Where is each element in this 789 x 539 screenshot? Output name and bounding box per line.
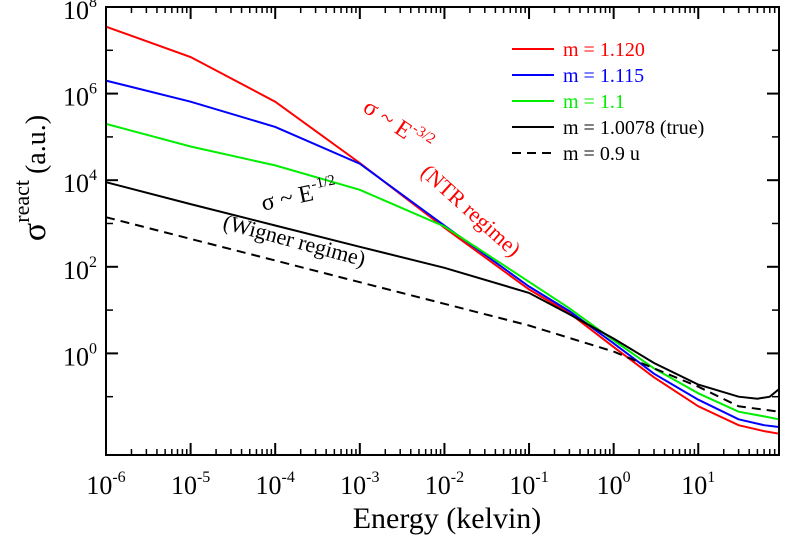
y-tick-label-3-base: 10 xyxy=(63,83,89,112)
y-tick-label-1-exp: 2 xyxy=(89,254,97,271)
y-tick-label-2: 104 xyxy=(63,167,97,198)
x-tick-label-6-base: 10 xyxy=(597,471,623,500)
y-tick-label-4-exp: 8 xyxy=(89,0,97,11)
series-line-5 xyxy=(105,216,780,413)
x-tick-label-2-base: 10 xyxy=(256,471,282,500)
annotation-wigner-law-exp: -1/2 xyxy=(310,172,337,193)
legend: m = 1.120 m = 1.115 m = 1.1 m = 1.0078 (tru… xyxy=(512,39,704,165)
x-tick-label-4-base: 10 xyxy=(425,471,451,500)
x-tick-label-0-exp: -6 xyxy=(112,469,125,486)
legend-label-3: m = 1.1 xyxy=(563,91,625,113)
x-tick-label-5-exp: -1 xyxy=(535,469,548,486)
x-tick-label-5-base: 10 xyxy=(509,471,535,500)
x-tick-label-0: 10-6 xyxy=(86,469,125,500)
x-tick-label-5: 10-1 xyxy=(509,469,548,500)
ticks-layer: 10-6 10-5 10-4 10-3 10-2 10-1 100 1011001021041… xyxy=(63,0,780,500)
legend-label-2: m = 1.115 xyxy=(563,65,644,87)
axes-layer xyxy=(105,6,780,456)
y-axis-title-units: (a.u.) xyxy=(21,115,52,174)
legend-label-4: m = 1.0078 (true) xyxy=(563,117,704,139)
x-tick-label-7-exp: 1 xyxy=(707,469,715,486)
y-axis-title-superscript: react xyxy=(9,180,34,223)
x-tick-label-3: 10-3 xyxy=(340,469,379,500)
series-line-4 xyxy=(105,181,780,400)
y-tick-label-1: 102 xyxy=(63,254,97,285)
series-line-1 xyxy=(105,25,780,435)
x-tick-label-3-base: 10 xyxy=(340,471,366,500)
series-layer xyxy=(105,25,780,435)
y-axis-title: σreact (a.u.) xyxy=(9,115,53,241)
x-tick-label-1-exp: -5 xyxy=(197,469,210,486)
y-tick-label-0-base: 10 xyxy=(63,342,89,371)
x-tick-label-4-exp: -2 xyxy=(451,469,464,486)
y-axis-title-symbol: σ xyxy=(16,223,53,241)
y-tick-label-2-base: 10 xyxy=(63,169,89,198)
y-tick-label-0: 100 xyxy=(63,340,97,371)
y-tick-label-4-base: 10 xyxy=(63,0,89,25)
legend-label-1: m = 1.120 xyxy=(563,39,645,61)
y-tick-label-1-base: 10 xyxy=(63,256,89,285)
x-tick-label-0-base: 10 xyxy=(86,471,112,500)
x-tick-label-1-base: 10 xyxy=(171,471,197,500)
x-axis-title: Energy (kelvin) xyxy=(353,502,542,535)
x-tick-label-7: 101 xyxy=(681,469,715,500)
plot-frame xyxy=(105,6,780,456)
series-line-2 xyxy=(105,79,780,428)
y-tick-label-2-exp: 4 xyxy=(89,167,97,184)
x-tick-label-2-exp: -4 xyxy=(282,469,295,486)
y-tick-label-0-exp: 0 xyxy=(89,340,97,357)
x-tick-label-6: 100 xyxy=(597,469,631,500)
y-tick-label-3: 106 xyxy=(63,81,97,112)
x-tick-label-6-exp: 0 xyxy=(623,469,631,486)
x-tick-label-7-base: 10 xyxy=(681,471,707,500)
x-tick-label-4: 10-2 xyxy=(425,469,464,500)
x-tick-label-1: 10-5 xyxy=(171,469,210,500)
y-tick-label-3-exp: 6 xyxy=(89,81,97,98)
y-tick-label-4: 108 xyxy=(63,0,97,25)
y-axis-title-text: σreact (a.u.) xyxy=(9,115,53,241)
x-tick-label-2: 10-4 xyxy=(256,469,295,500)
x-tick-label-3-exp: -3 xyxy=(366,469,379,486)
series-line-3 xyxy=(105,122,780,421)
legend-label-5: m = 0.9 u xyxy=(563,143,640,165)
